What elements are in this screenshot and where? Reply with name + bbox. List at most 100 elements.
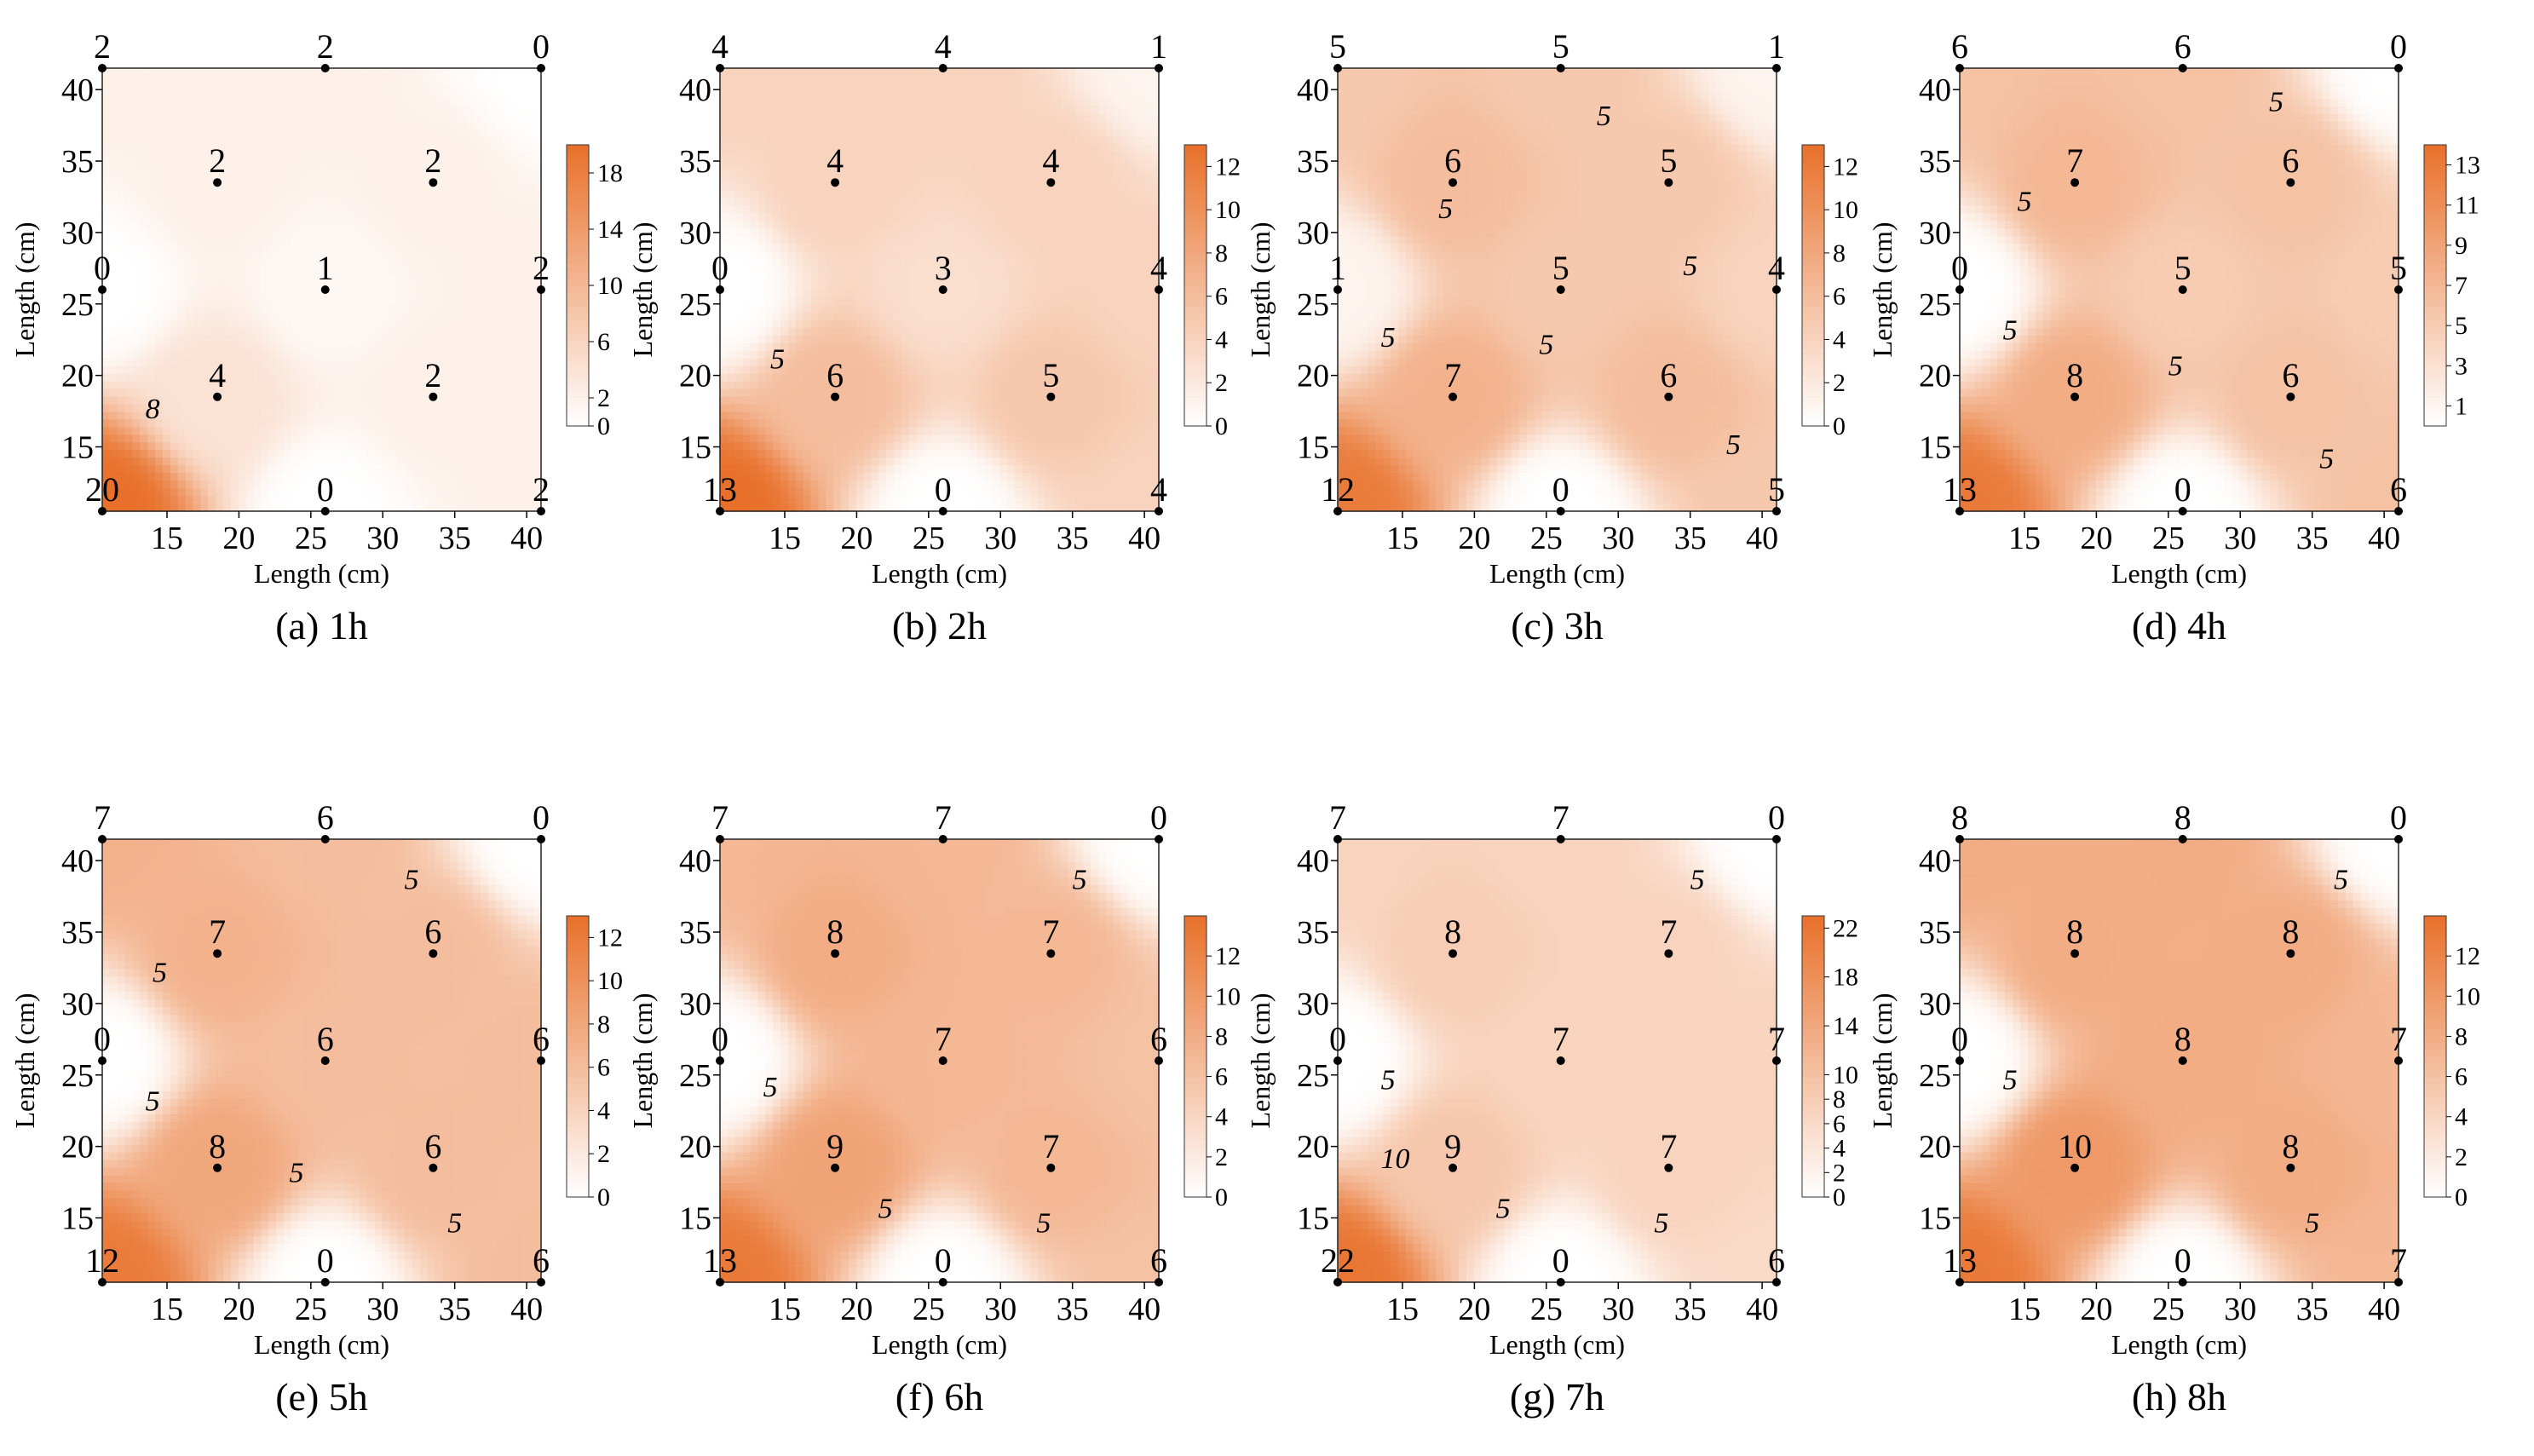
heatmap-cell (419, 296, 429, 306)
colorbar-segment (567, 411, 589, 420)
heatmap-cell (117, 342, 126, 352)
heatmap-cell (750, 113, 759, 123)
heatmap-cell (344, 419, 353, 429)
heatmap-cell (727, 481, 736, 489)
heatmap-cell (863, 68, 873, 77)
heatmap-cell (102, 282, 111, 291)
heatmap-cell (533, 419, 542, 429)
heatmap-cell (742, 236, 752, 245)
heatmap-cell (750, 144, 759, 153)
heatmap-cell (495, 282, 504, 291)
heatmap-cell (510, 221, 520, 229)
heatmap-cell (298, 167, 308, 176)
heatmap-cell (750, 319, 759, 329)
heatmap-cell (916, 121, 925, 130)
heatmap-cell (503, 488, 512, 497)
data-value-label: 2 (94, 27, 111, 66)
data-value-label: 2 (533, 249, 550, 287)
heatmap-cell (458, 488, 466, 497)
heatmap-cell (208, 205, 216, 215)
heatmap-cell (458, 473, 466, 481)
heatmap-cell (841, 251, 849, 260)
heatmap-cell (124, 213, 134, 222)
heatmap-cell (419, 496, 429, 504)
heatmap-cell (185, 342, 194, 352)
heatmap-cell (826, 274, 834, 283)
heatmap-cell (533, 90, 542, 100)
heatmap-cell (773, 427, 781, 436)
heatmap-cell (848, 113, 857, 123)
heatmap-cell (487, 450, 497, 458)
heatmap-cell (147, 198, 156, 207)
heatmap-cell (374, 504, 383, 512)
heatmap-cell (894, 221, 902, 229)
heatmap-cell (773, 411, 781, 421)
heatmap-cell (810, 259, 820, 268)
heatmap-cell (147, 481, 156, 489)
data-point (537, 507, 545, 515)
heatmap-cell (495, 465, 504, 474)
heatmap-cell (397, 427, 406, 436)
heatmap-cell (124, 98, 134, 107)
heatmap-cell (734, 274, 744, 283)
heatmap-cell (366, 90, 376, 100)
heatmap-cell (465, 136, 474, 146)
heatmap-cell (503, 68, 512, 77)
heatmap-cell (374, 458, 383, 466)
heatmap-cell (314, 504, 323, 512)
heatmap-cell (503, 381, 512, 390)
heatmap-cell (344, 274, 353, 283)
heatmap-cell (442, 504, 452, 512)
heatmap-cell (765, 274, 774, 283)
heatmap-cell (757, 465, 766, 474)
heatmap-cell (359, 373, 368, 383)
heatmap-cell (465, 396, 474, 406)
heatmap-cell (291, 175, 300, 184)
heatmap-cell (291, 228, 300, 237)
heatmap-cell (803, 106, 812, 115)
heatmap-cell (397, 388, 406, 398)
heatmap-cell (405, 488, 413, 497)
heatmap-cell (848, 106, 857, 115)
heatmap-cell (155, 404, 164, 413)
heatmap-cell (442, 221, 452, 229)
heatmap-cell (147, 221, 156, 229)
heatmap-cell (495, 251, 504, 260)
heatmap-cell (238, 350, 247, 360)
heatmap-cell (329, 190, 337, 199)
heatmap-cell (495, 404, 504, 413)
heatmap-cell (132, 312, 141, 321)
heatmap-cell (140, 450, 148, 458)
heatmap-cell (163, 373, 171, 383)
heatmap-cell (117, 488, 126, 497)
heatmap-cell (208, 129, 216, 138)
heatmap-cell (727, 404, 736, 413)
heatmap-cell (374, 198, 383, 207)
heatmap-cell (848, 319, 857, 329)
heatmap-cell (185, 488, 194, 497)
heatmap-cell (855, 90, 865, 100)
heatmap-cell (841, 373, 849, 383)
heatmap-cell (245, 274, 255, 283)
heatmap-cell (526, 373, 534, 383)
heatmap-cell (193, 83, 202, 92)
heatmap-cell (750, 205, 759, 215)
heatmap-cell (526, 83, 534, 92)
heatmap-cell (405, 274, 413, 283)
heatmap-cell (871, 182, 880, 192)
heatmap-cell (382, 251, 391, 260)
heatmap-cell (826, 504, 834, 512)
heatmap-cell (382, 205, 391, 215)
heatmap-cell (826, 481, 834, 489)
heatmap-cell (901, 312, 910, 321)
heatmap-cell (306, 167, 315, 176)
heatmap-cell (826, 90, 834, 100)
heatmap-cell (389, 304, 398, 314)
heatmap-cell (495, 488, 504, 497)
heatmap-cell (765, 312, 774, 321)
heatmap-cell (352, 373, 360, 383)
heatmap-cell (329, 121, 337, 130)
heatmap-cell (291, 267, 300, 275)
heatmap-cell (329, 473, 337, 481)
heatmap-cell (261, 481, 270, 489)
